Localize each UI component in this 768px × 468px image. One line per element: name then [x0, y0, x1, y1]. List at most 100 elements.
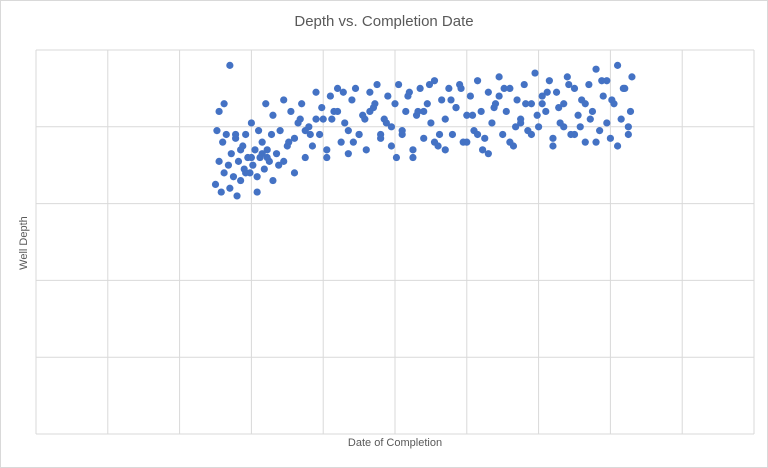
data-point: [520, 80, 528, 89]
data-point: [586, 115, 594, 123]
data-point: [276, 127, 284, 135]
data-point: [420, 107, 428, 116]
data-point: [237, 176, 245, 185]
data-point: [560, 100, 568, 108]
data-point: [402, 107, 410, 116]
data-point: [344, 150, 352, 158]
data-point: [333, 84, 342, 92]
data-point: [301, 153, 309, 162]
data-point: [362, 146, 370, 154]
data-point: [488, 119, 496, 127]
data-point: [592, 138, 600, 146]
data-point: [333, 107, 342, 116]
data-point: [596, 127, 604, 135]
data-point: [484, 88, 492, 96]
data-point: [233, 192, 241, 200]
data-point: [234, 157, 243, 165]
data-point: [420, 134, 428, 142]
data-point: [404, 92, 412, 100]
data-point: [226, 61, 234, 69]
data-point: [387, 123, 396, 131]
data-point: [506, 84, 514, 92]
data-point: [253, 173, 261, 181]
data-point: [499, 130, 507, 139]
data-point: [387, 142, 396, 150]
data-point: [448, 130, 457, 139]
data-point: [617, 115, 625, 123]
data-point: [570, 130, 579, 139]
data-point: [328, 115, 336, 123]
data-point: [373, 80, 381, 89]
data-point: [423, 100, 431, 108]
data-point: [275, 161, 283, 169]
data-point: [337, 138, 345, 146]
data-point: [391, 100, 399, 108]
data-point: [361, 115, 369, 123]
data-point: [603, 77, 611, 85]
data-point: [545, 77, 553, 85]
data-point: [249, 161, 257, 169]
data-point: [430, 138, 439, 146]
data-point: [382, 119, 390, 127]
data-point: [438, 96, 446, 104]
data-point: [301, 127, 309, 135]
data-point: [224, 161, 233, 169]
data-point: [394, 80, 403, 89]
data-point: [349, 138, 357, 146]
data-point: [290, 169, 299, 177]
data-point: [416, 84, 424, 92]
data-point: [468, 111, 477, 119]
data-point: [384, 92, 392, 100]
data-point: [290, 134, 299, 142]
data-point: [570, 84, 579, 92]
data-point: [227, 150, 235, 158]
data-point: [269, 111, 277, 119]
data-point: [535, 123, 543, 131]
data-point: [463, 138, 471, 146]
data-point: [441, 115, 449, 123]
y-axis-label: Well Depth: [18, 216, 30, 270]
data-point: [414, 107, 422, 116]
data-point: [296, 115, 304, 123]
data-point: [478, 146, 487, 154]
data-point: [220, 100, 228, 108]
data-point: [513, 96, 521, 104]
data-point: [326, 92, 334, 100]
data-point: [226, 184, 234, 192]
data-point: [351, 84, 360, 92]
data-point: [425, 80, 434, 89]
data-point: [269, 176, 277, 185]
data-point: [220, 169, 228, 177]
data-point: [447, 96, 455, 104]
data-point: [538, 92, 546, 100]
data-point: [319, 115, 327, 123]
data-point: [581, 100, 589, 108]
data-point: [312, 115, 320, 123]
data-point: [371, 100, 379, 108]
data-point: [242, 169, 250, 177]
data-point: [377, 130, 385, 139]
data-point: [477, 107, 485, 116]
data-point: [398, 130, 406, 139]
data-point: [592, 65, 600, 73]
data-point: [626, 107, 635, 116]
data-point: [517, 119, 525, 127]
data-point: [599, 92, 607, 100]
data-point: [258, 138, 266, 146]
data-point: [613, 142, 622, 150]
data-point: [603, 119, 611, 127]
data-point: [211, 180, 220, 188]
data-point: [565, 80, 573, 89]
data-point: [581, 138, 589, 146]
data-point: [549, 142, 557, 150]
data-point: [473, 130, 482, 139]
data-point: [285, 138, 293, 146]
data-point: [263, 153, 271, 162]
data-point: [619, 84, 627, 92]
data-point: [588, 107, 597, 116]
data-point: [308, 142, 317, 150]
chart-title: Depth vs. Completion Date: [294, 13, 474, 30]
data-point: [457, 84, 465, 92]
data-point: [522, 100, 530, 108]
